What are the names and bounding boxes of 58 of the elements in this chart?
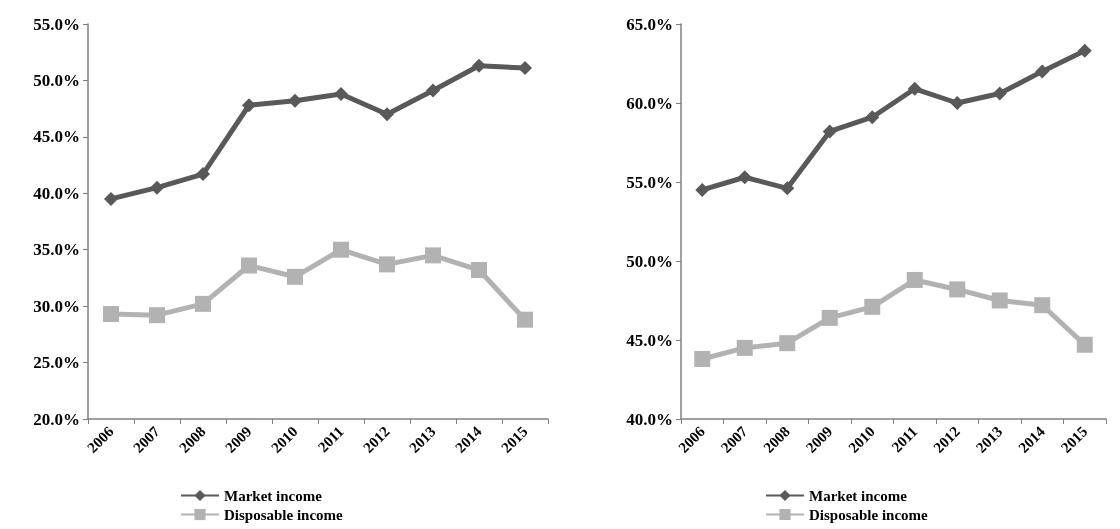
point: [1034, 297, 1051, 314]
point: [822, 124, 837, 139]
point: [103, 306, 119, 323]
y-tick-label: 40.0%: [626, 409, 673, 429]
y-tick-label: 60.0%: [626, 93, 673, 113]
point: [380, 107, 394, 122]
point: [736, 339, 753, 356]
y-tick-label: 45.0%: [33, 127, 80, 147]
y-tick-label: 50.0%: [626, 251, 673, 271]
point: [196, 167, 210, 182]
y-tick-label: 30.0%: [33, 296, 80, 316]
point: [195, 295, 211, 312]
point: [1035, 64, 1050, 79]
point: [864, 298, 881, 315]
legend-label: Disposable income: [809, 506, 929, 523]
point: [425, 247, 441, 264]
point: [950, 96, 965, 110]
point: [991, 292, 1008, 309]
legend-label: Disposable income: [224, 506, 344, 523]
y-tick-label: 20.0%: [33, 409, 80, 429]
point: [242, 98, 256, 113]
point: [695, 182, 710, 197]
y-tick-label: 45.0%: [626, 330, 673, 350]
point: [333, 241, 349, 258]
point: [906, 271, 923, 288]
point: [379, 256, 395, 273]
point: [334, 86, 348, 101]
y-tick-label: 65.0%: [626, 14, 673, 34]
legend-label: Market income: [809, 487, 908, 504]
point: [907, 81, 922, 96]
y-tick-label: 35.0%: [33, 240, 80, 260]
point: [241, 257, 257, 274]
point: [780, 181, 795, 196]
y-tick-label: 55.0%: [33, 14, 80, 34]
point: [471, 262, 487, 279]
point: [426, 83, 440, 98]
point: [1077, 43, 1092, 58]
point: [518, 61, 532, 76]
point: [694, 350, 711, 367]
point: [949, 281, 966, 298]
point: [821, 309, 838, 326]
point: [517, 311, 533, 328]
y-tick-label: 50.0%: [33, 70, 80, 90]
point: [992, 86, 1007, 101]
point: [1076, 336, 1093, 353]
y-tick-label: 55.0%: [626, 172, 673, 192]
point: [779, 335, 796, 352]
point: [104, 191, 118, 206]
point: [288, 93, 302, 108]
point: [737, 170, 752, 185]
point: [865, 110, 880, 125]
point: [150, 180, 164, 195]
legend-label: Market income: [224, 487, 323, 504]
point: [287, 268, 303, 285]
y-tick-label: 25.0%: [33, 353, 80, 373]
y-tick-label: 40.0%: [33, 183, 80, 203]
point: [472, 58, 486, 73]
point: [149, 307, 165, 324]
